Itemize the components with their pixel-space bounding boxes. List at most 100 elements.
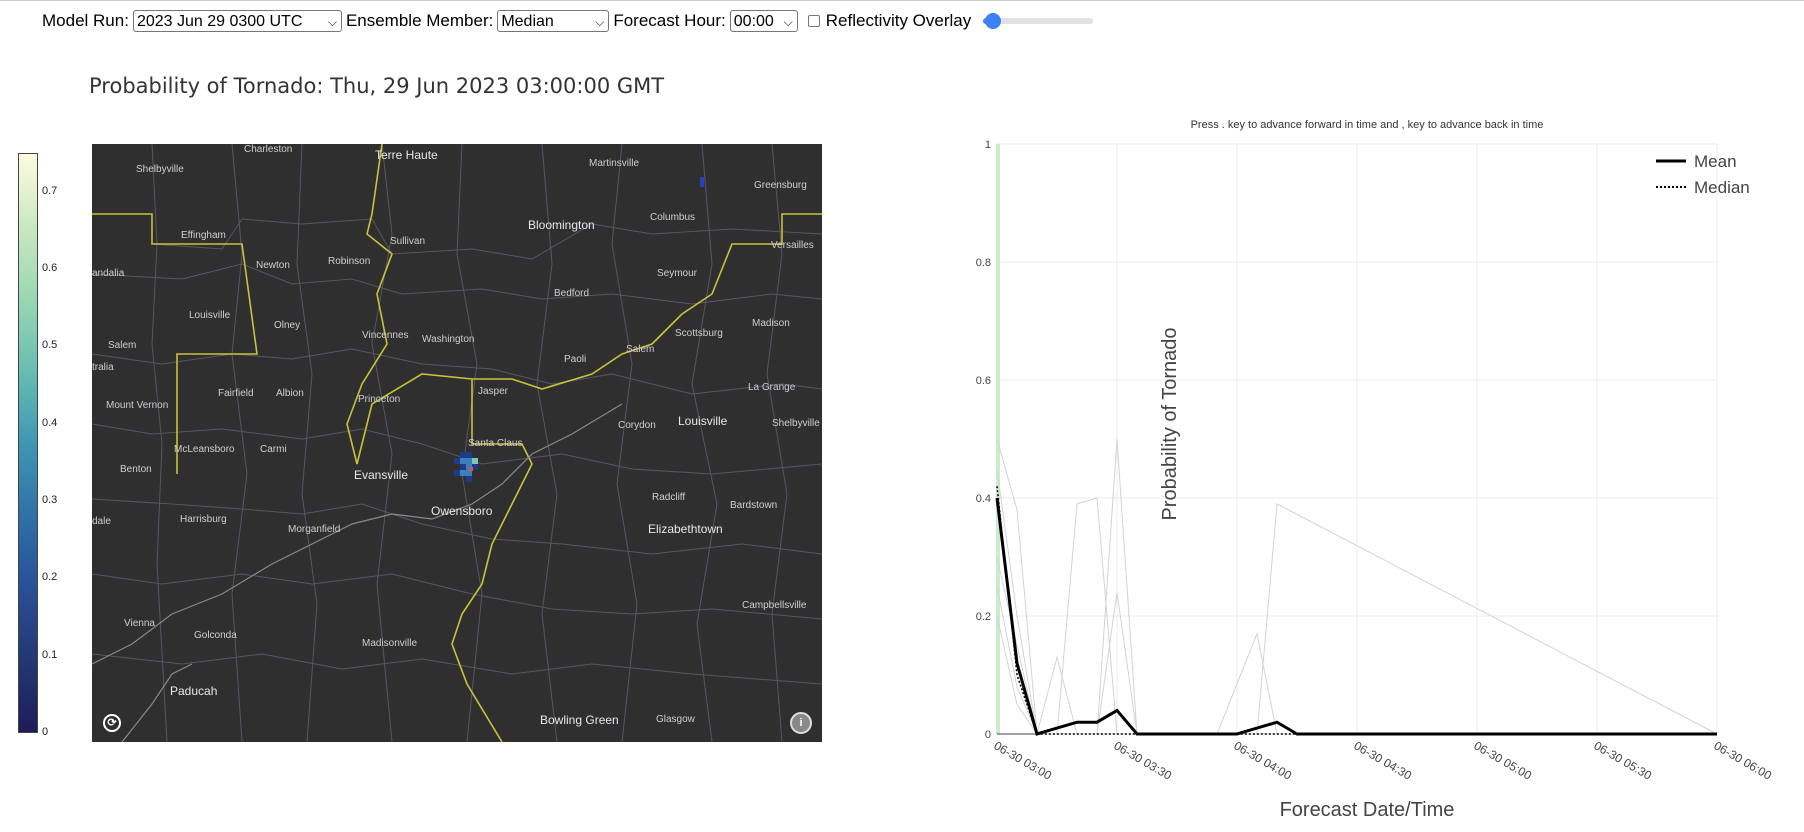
info-icon[interactable]: i [790,712,812,734]
city-label: Albion [276,388,304,399]
city-label: Harrisburg [180,514,227,525]
city-label: Olney [274,320,301,331]
model-run-value: 2023 Jun 29 0300 UTC [136,13,303,30]
x-tick-label: 06-30 06:00 [1712,738,1775,782]
city-label: Vienna [124,618,155,629]
x-axis-label: Forecast Date/Time [1280,799,1455,821]
city-label: Paducah [170,684,218,698]
city-label: Campbellsville [742,600,807,611]
forecast-hour-value: 00:00 [733,13,774,30]
city-label: Versailles [771,240,814,251]
forecast-hour-label: Forecast Hour: [613,11,726,30]
chart-instructions: Press . key to advance forward in time a… [1191,119,1544,131]
ensemble-member-label: Ensemble Member: [345,11,494,30]
city-label: Benton [120,464,152,475]
y-tick-label: 0.2 [976,611,991,623]
reflectivity-label: Reflectivity Overlay [825,11,972,30]
model-run-label: Model Run: [42,11,129,30]
city-label: Evansville [354,468,409,482]
city-label: Washington [422,334,475,345]
city-label: Bedford [554,288,590,299]
colorbar-tick-label: 0.2 [42,571,58,584]
ensemble-member-select[interactable]: Median ⌵ [497,10,610,32]
city-label: Jasper [478,386,509,397]
map-basemap [92,144,822,742]
city-label: Robinson [328,256,371,267]
y-axis-label: Probability of Tornado [1159,327,1181,520]
y-tick-label: 0.6 [976,375,991,387]
city-label: Golconda [194,630,237,641]
city-label: Salem [108,340,137,351]
city-label: Seymour [657,268,698,279]
ensemble-member-value: Median [501,13,554,30]
colorbar [18,153,38,733]
mapbox-logo-icon[interactable]: ⟳ [103,714,121,732]
y-tick-label: 0.4 [976,493,991,505]
city-label: Corydon [618,420,656,431]
colorbar-tick-label: 0.1 [42,648,58,661]
city-label: McLeansboro [174,444,235,455]
forecast-hour-select[interactable]: 00:00 ⌵ [729,10,798,32]
city-label: Paoli [564,354,587,365]
city-label: Morganfield [288,524,341,535]
colorbar-tick-label: 0.4 [42,416,58,429]
city-label: Princeton [358,394,401,405]
toolbar: Model Run: 2023 Jun 29 0300 UTC ⌵ Ensemb… [42,8,1094,34]
city-label: Louisville [678,414,728,428]
y-tick-label: 1 [985,139,991,151]
city-label: Elizabethtown [648,522,723,536]
city-label: Terre Haute [375,148,438,162]
y-axis-ticks: 0 0.2 0.4 0.6 0.8 1 [976,139,991,741]
colorbar-tick-label: 0.7 [42,184,58,197]
chart-legend: Mean Median [1656,152,1750,197]
city-label: Mount Vernon [106,400,169,411]
city-label: Charleston [244,144,293,155]
city-label: dale [92,516,111,527]
colorbar-tick-label: 0.6 [42,262,58,274]
chevron-down-icon: ⌵ [327,15,337,29]
city-label: Bowling Green [540,713,619,727]
x-tick-label: 06-30 04:30 [1352,738,1415,782]
city-label: tralia [92,362,114,373]
city-label: Carmi [260,444,287,455]
colorbar-tick-label: 0.5 [42,339,58,352]
city-label: Bardstown [730,500,778,511]
map-title: Probability of Tornado: Thu, 29 Jun 2023… [89,74,665,98]
x-tick-label: 06-30 05:30 [1592,738,1655,782]
model-run-select[interactable]: 2023 Jun 29 0300 UTC ⌵ [132,10,342,32]
city-label: Newton [256,260,290,271]
legend-median-label: Median [1694,178,1750,197]
chevron-down-icon: ⌵ [783,15,793,29]
colorbar-tick-label: 0 [42,726,49,738]
city-label: Scottsburg [675,328,723,339]
city-label: Martinsville [589,158,640,169]
x-tick-label: 06-30 03:30 [1112,738,1175,782]
tornado-probability-map[interactable]: Charleston Terre Haute Martinsville Gree… [92,144,822,742]
x-tick-label: 06-30 03:00 [992,738,1055,782]
city-label: Madisonville [362,638,418,649]
city-label: Sullivan [390,236,426,247]
x-axis-ticks: 06-30 03:00 06-30 03:30 06-30 04:00 06-30 0… [992,738,1775,782]
reflectivity-opacity-slider[interactable] [983,13,1094,29]
y-tick-label: 0 [985,729,991,741]
city-label: Bloomington [528,218,595,232]
city-label: Salem [626,344,655,355]
x-tick-label: 06-30 05:00 [1472,738,1535,782]
city-label: Effingham [181,230,226,241]
city-label: Madison [752,318,790,329]
city-label: Louisville [189,310,231,321]
city-label: Vincennes [362,330,409,341]
city-label: Owensboro [431,504,493,518]
y-tick-label: 0.8 [976,257,991,269]
city-label: andalia [92,268,125,279]
city-label: Radcliff [652,492,686,503]
colorbar-tick-label: 0.3 [42,494,58,506]
chevron-down-icon: ⌵ [595,15,605,29]
reflectivity-checkbox[interactable] [807,15,820,27]
x-tick-label: 06-30 04:00 [1232,738,1295,782]
chart-gridlines [996,143,1718,735]
city-label: Shelbyville [136,164,184,175]
slider-thumb[interactable] [985,13,1002,29]
top-border [0,0,1804,1]
probability-chart[interactable]: Press . key to advance forward in time a… [930,108,1790,832]
